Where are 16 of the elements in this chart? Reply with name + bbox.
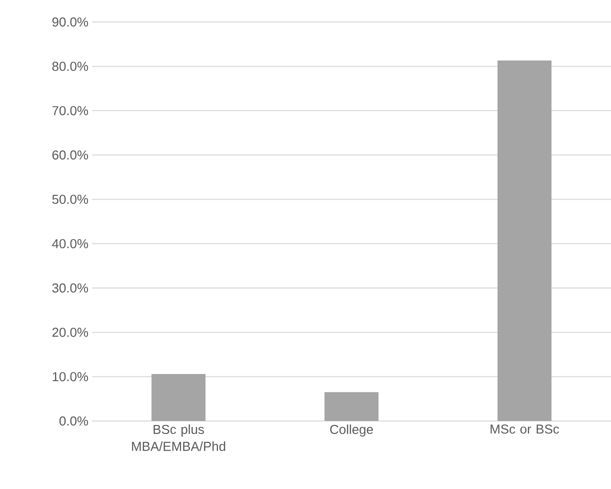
bar — [498, 60, 552, 421]
y-tick-label: 70.0% — [52, 106, 88, 116]
x-tick-label: MSc or BSc — [490, 424, 560, 434]
y-tick-label: 20.0% — [52, 328, 88, 337]
y-tick-label: 40.0% — [52, 239, 88, 248]
bar — [152, 374, 206, 421]
y-tick-label: 90.0% — [52, 17, 88, 27]
x-tick-label: BSc plus MBA/EMBA/Phd — [132, 424, 226, 451]
x-tick-label: College — [330, 424, 373, 437]
y-tick-label: 60.0% — [52, 150, 88, 160]
y-tick-label: 10.0% — [52, 372, 88, 382]
y-tick-label: 50.0% — [52, 194, 88, 204]
y-tick-label: 30.0% — [52, 283, 88, 293]
y-tick-label: 80.0% — [52, 62, 88, 71]
bar — [324, 392, 379, 421]
y-tick-label: 0.0% — [59, 416, 88, 426]
